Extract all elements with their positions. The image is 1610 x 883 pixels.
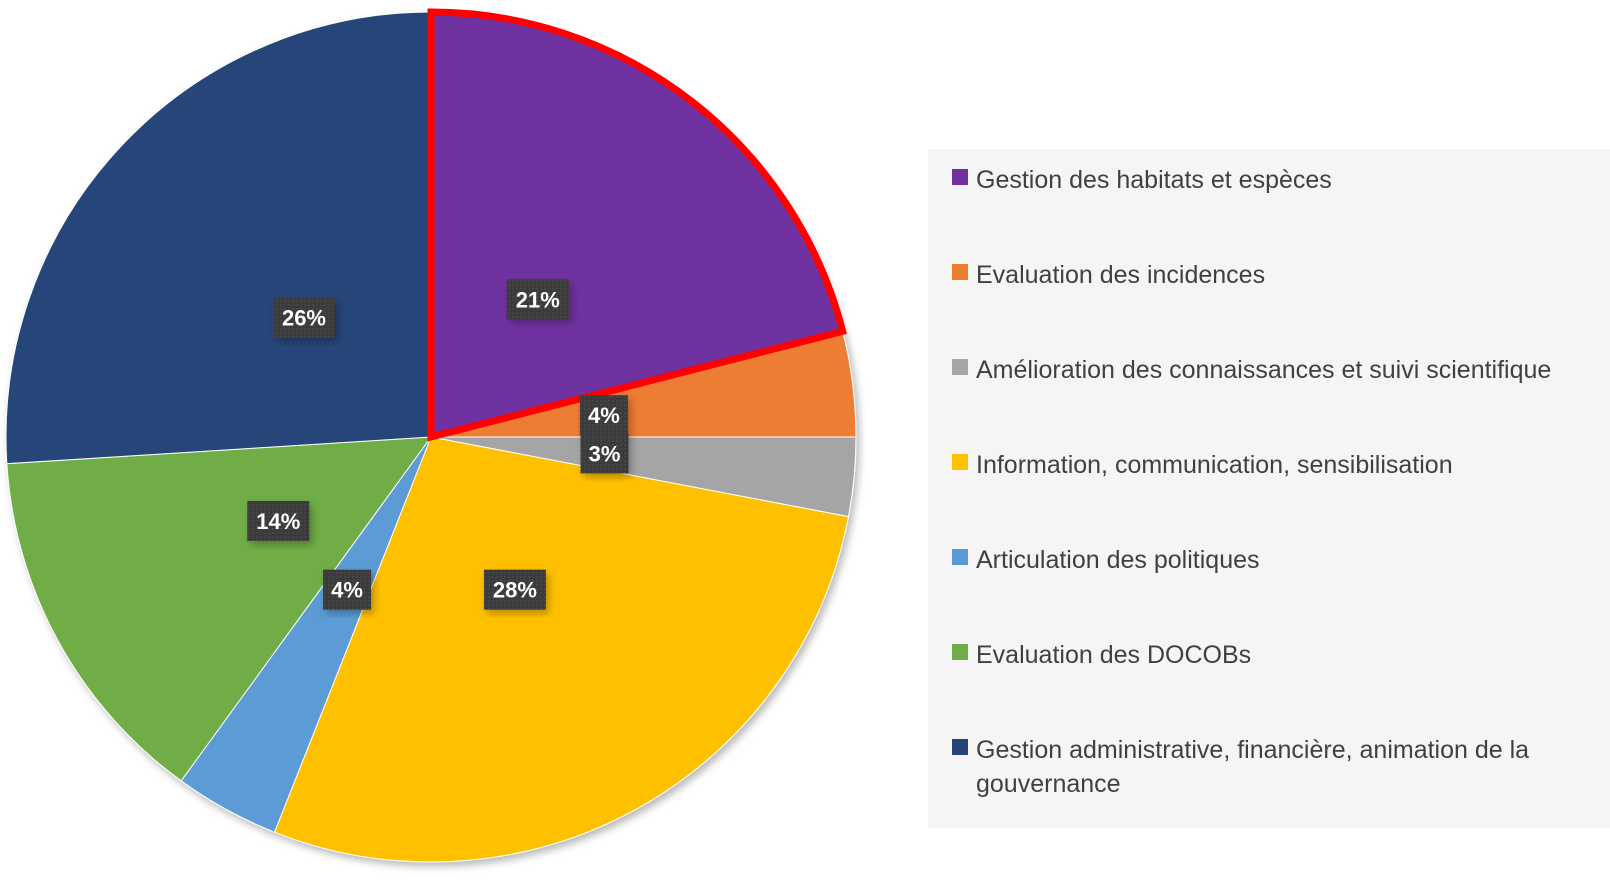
legend-item: Gestion administrative, financière, anim…	[952, 733, 1602, 801]
data-label: 21%	[506, 279, 569, 320]
pie-chart-svg: 21% 4% 3% 28% 4% 14% 26%	[5, 8, 857, 863]
legend-swatch	[952, 454, 968, 470]
data-label-text: 14%	[256, 509, 300, 534]
pie-slice	[273, 436, 850, 863]
pie-slice	[5, 11, 432, 465]
pie-slice	[6, 436, 433, 782]
data-label: 26%	[272, 297, 335, 338]
legend-item: Articulation des politiques	[952, 543, 1602, 577]
legend-swatch	[952, 739, 968, 755]
data-label-background	[247, 500, 310, 541]
legend-swatch	[952, 264, 968, 280]
legend-label: Evaluation des incidences	[976, 261, 1266, 289]
data-label-background	[323, 569, 372, 610]
data-label-text: 28%	[493, 578, 537, 603]
data-label-background	[579, 395, 628, 436]
legend-item: Evaluation des incidences	[952, 258, 1602, 292]
legend-swatch	[952, 169, 968, 185]
pie-chart: 21% 4% 3% 28% 4% 14% 26%	[5, 8, 857, 863]
legend-label: Gestion des habitats et espèces	[976, 166, 1332, 194]
legend-item: Amélioration des connaissances et suivi …	[952, 353, 1602, 387]
data-label-text: 3%	[589, 441, 621, 466]
data-label-text: 4%	[331, 578, 363, 603]
legend-item: Gestion des habitats et espèces	[952, 163, 1602, 197]
highlight-outline	[427, 8, 847, 442]
data-label-text: 4%	[588, 403, 620, 428]
legend-label: Articulation des politiques	[976, 546, 1260, 574]
data-label: 4%	[323, 569, 372, 610]
legend-item: Information, communication, sensibilisat…	[952, 448, 1602, 482]
legend-swatch	[952, 644, 968, 660]
data-label: 28%	[483, 569, 546, 610]
legend-item: Evaluation des DOCOBs	[952, 638, 1602, 672]
data-label: 3%	[580, 433, 629, 474]
legend-swatch	[952, 549, 968, 565]
data-label: 14%	[247, 500, 310, 541]
data-label-text: 26%	[282, 306, 326, 331]
legend-label: Evaluation des DOCOBs	[976, 641, 1252, 669]
legend-label: Amélioration des connaissances et suivi …	[976, 356, 1552, 384]
chart-legend: Gestion des habitats et espèces Evaluati…	[928, 149, 1610, 828]
data-label: 4%	[579, 395, 628, 436]
data-label-background	[506, 279, 569, 320]
legend-label: Information, communication, sensibilisat…	[976, 451, 1453, 479]
data-label-background	[272, 297, 335, 338]
data-label-text: 21%	[516, 287, 560, 312]
legend-label: Gestion administrative, financière, anim…	[976, 736, 1530, 798]
data-label-background	[483, 569, 546, 610]
data-label-background	[580, 433, 629, 474]
legend-swatch	[952, 359, 968, 375]
